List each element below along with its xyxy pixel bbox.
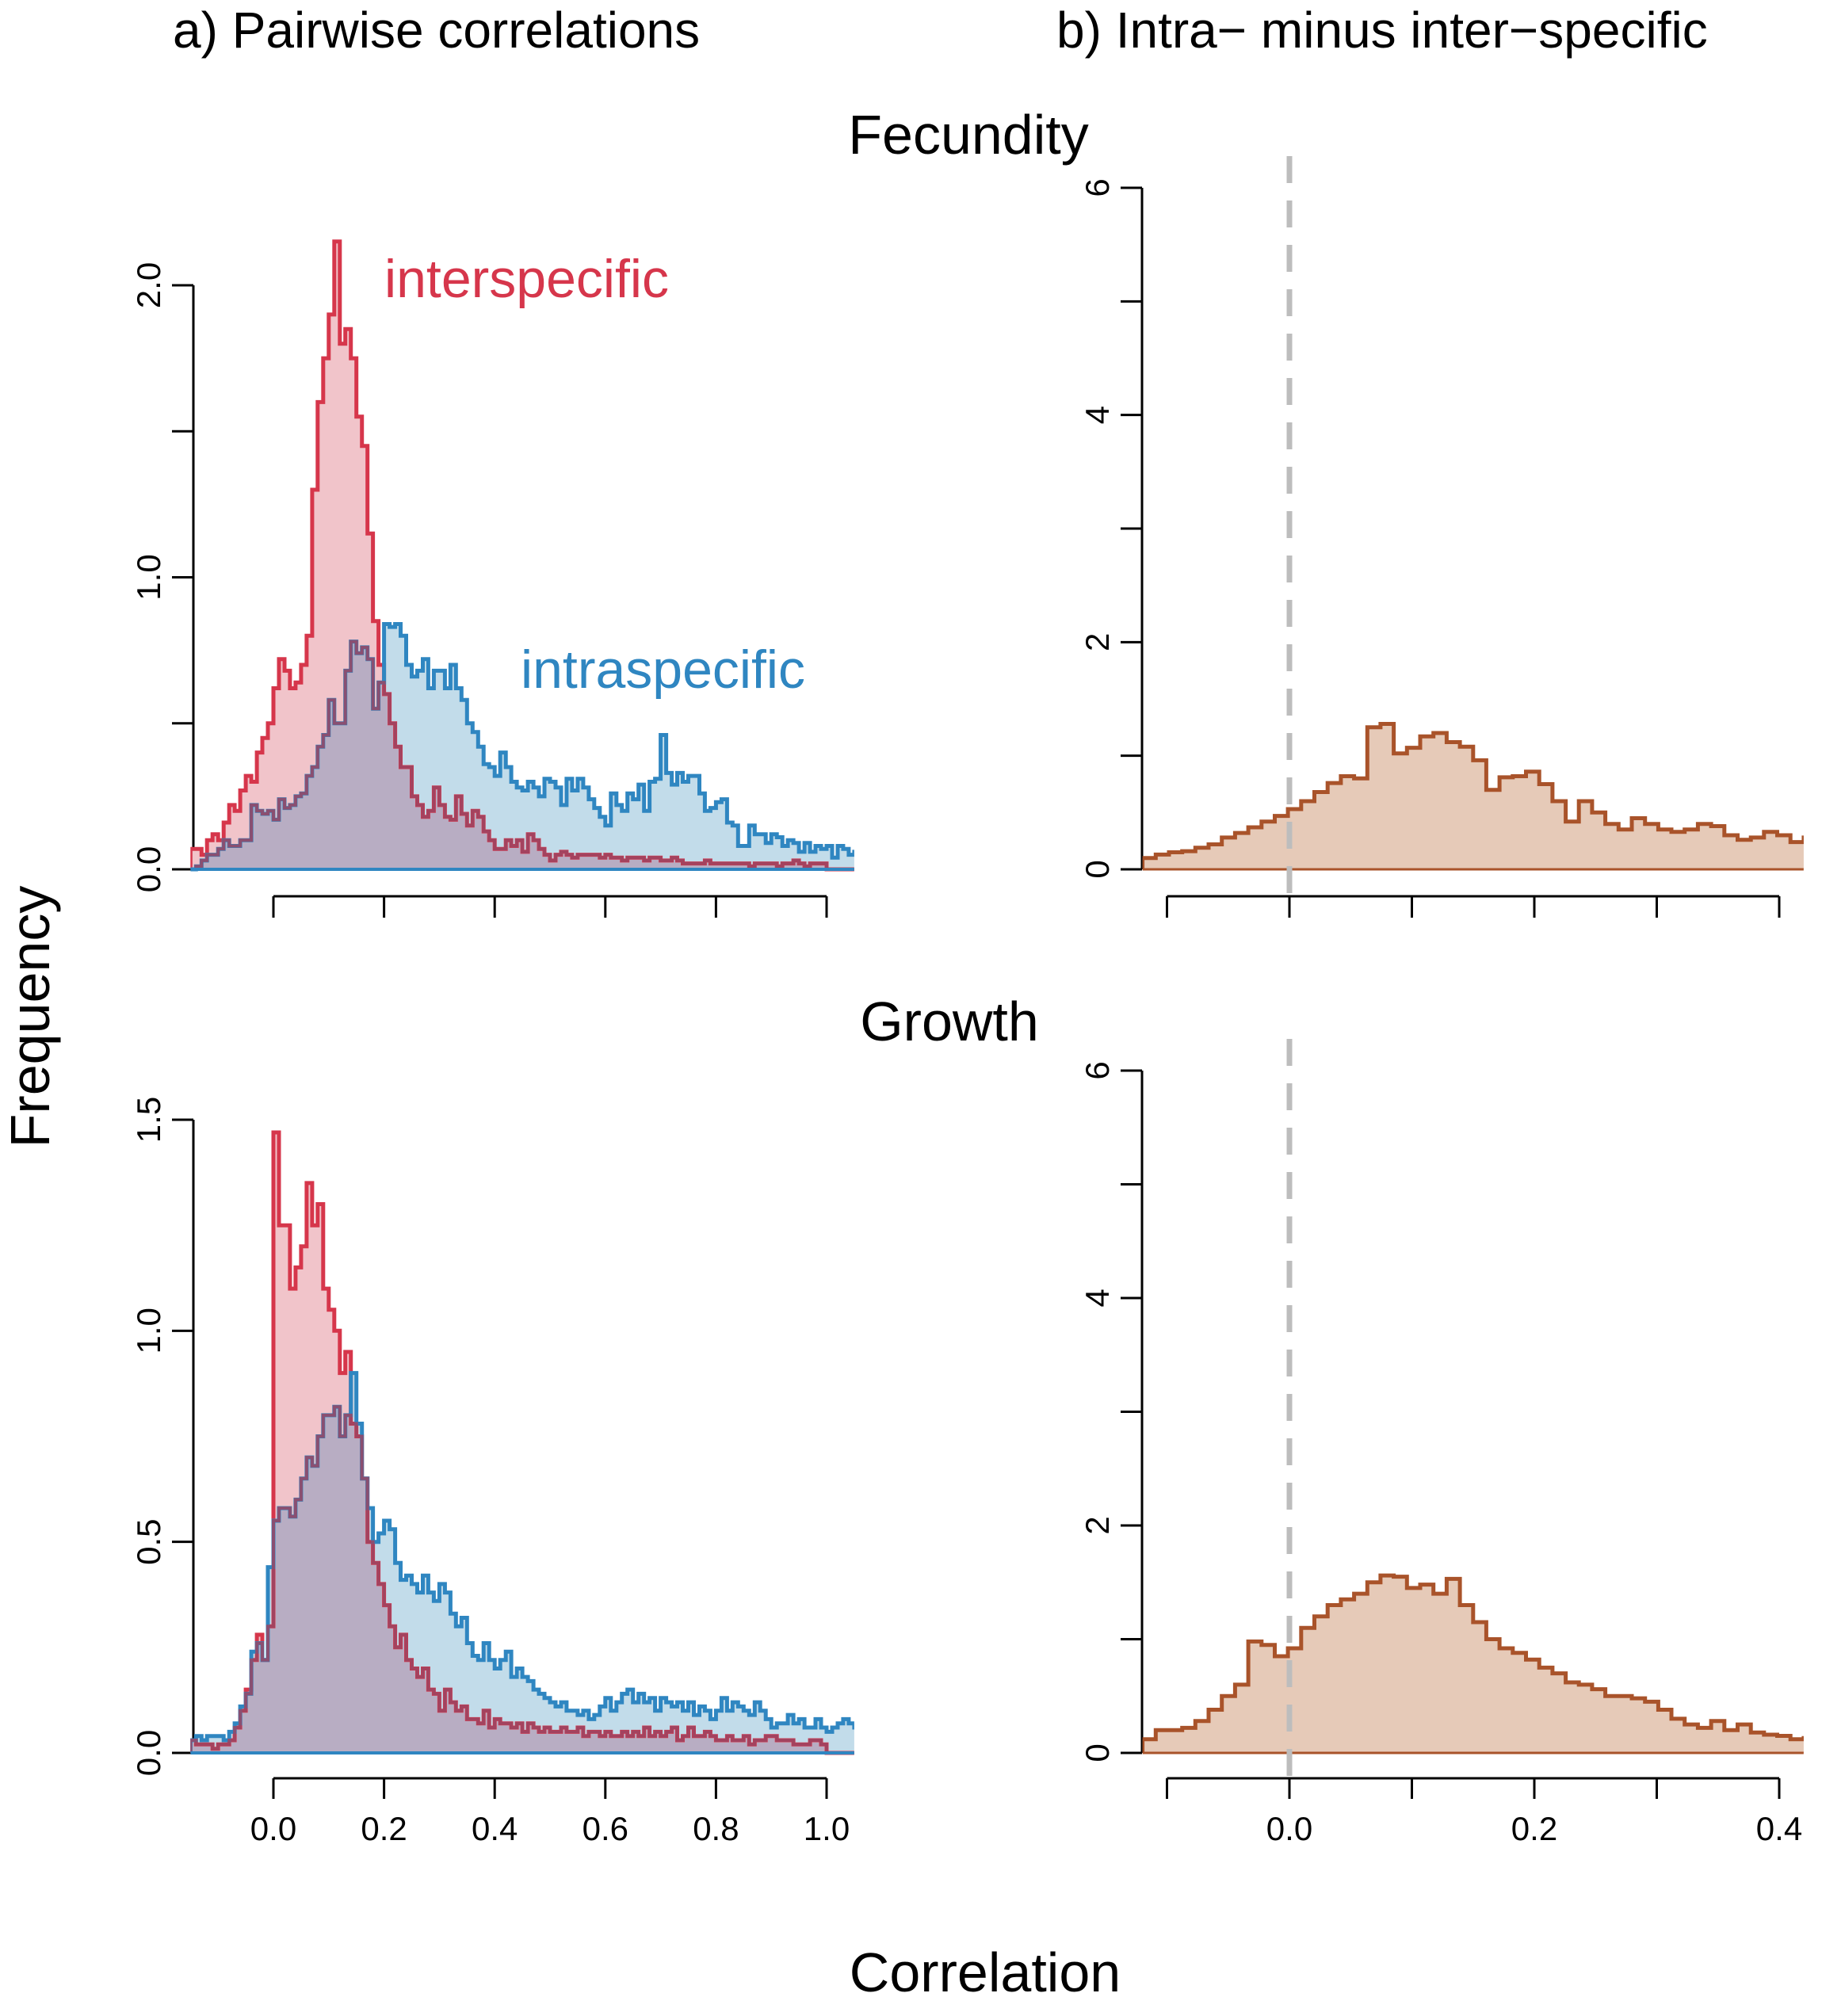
histogram-group [1142, 722, 1804, 871]
series-fill-difference [1142, 1575, 1804, 1753]
histogram-group [1142, 1573, 1804, 1754]
x-tick-label: 1.0 [804, 1810, 850, 1847]
panel-a-growth: 0.0 0.5 1.0 1.5 0.0 0.2 0.4 0.6 0.8 1.0 [130, 1097, 854, 1847]
y-tick-label: 2 [1079, 633, 1116, 651]
series-overlap-fill [190, 1407, 854, 1753]
panel-b-fecundity: 0 2 4 6 [1079, 156, 1804, 918]
x-axis-label: Correlation [850, 1942, 1121, 2003]
title-a: a) Pairwise correlations [173, 2, 700, 59]
series-fill-difference [1142, 724, 1804, 869]
series-overlap-line [190, 640, 854, 871]
panel-a-fecundity: 0.0 1.0 2.0 [130, 239, 854, 918]
y-tick-label: 1.5 [130, 1097, 167, 1143]
x-tick-label: 0.0 [1266, 1810, 1312, 1847]
x-tick-label: 0.4 [472, 1810, 518, 1847]
y-tick-label: 0 [1079, 1743, 1116, 1762]
y-tick-label: 0.0 [130, 1730, 167, 1776]
series-fill-interspecific [190, 241, 854, 869]
y-tick-label: 4 [1079, 1289, 1116, 1307]
annotation-intraspecific: intraspecific [521, 640, 805, 700]
row-label-growth: Growth [860, 991, 1039, 1052]
row-label-fecundity: Fecundity [848, 104, 1088, 166]
histogram-group [190, 239, 854, 872]
x-tick-label: 0.2 [1511, 1810, 1557, 1847]
series-line-difference [1142, 722, 1804, 869]
panel-b-growth: 0 2 4 6 0.0 0.2 0.4 [1079, 1039, 1804, 1847]
title-b: b) Intra− minus inter−specific [1056, 2, 1708, 59]
y-tick-label: 0 [1079, 860, 1116, 878]
series-overlap-fill [190, 641, 854, 869]
series-overlap-line [190, 1405, 854, 1754]
y-axis-label: Frequency [0, 886, 61, 1148]
x-tick-label: 0.8 [693, 1810, 739, 1847]
y-tick-label: 1.0 [130, 1308, 167, 1354]
x-tick-label: 0.0 [250, 1810, 296, 1847]
y-tick-label: 0.0 [130, 846, 167, 892]
y-tick-label: 0.5 [130, 1518, 167, 1564]
y-tick-label: 1.0 [130, 554, 167, 600]
y-tick-label: 4 [1079, 406, 1116, 424]
y-tick-label: 2 [1079, 1516, 1116, 1534]
y-tick-label: 6 [1079, 1061, 1116, 1079]
y-tick-label: 2.0 [130, 262, 167, 308]
histogram-group [190, 1130, 854, 1755]
y-tick-label: 6 [1079, 178, 1116, 197]
x-tick-label: 0.6 [583, 1810, 628, 1847]
annotation-interspecific: interspecific [384, 249, 669, 309]
x-tick-label: 0.4 [1756, 1810, 1802, 1847]
x-tick-label: 0.2 [361, 1810, 407, 1847]
series-line-difference [1142, 1573, 1804, 1753]
